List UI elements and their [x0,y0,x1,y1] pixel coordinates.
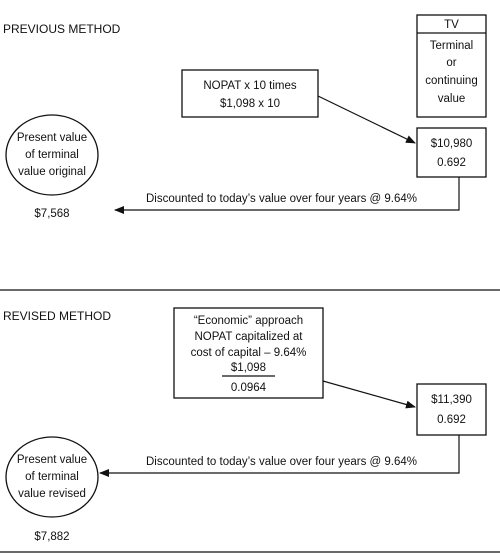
pv-circle-line: Present value [17,454,87,466]
tv-box-line: or [446,57,456,69]
previous-value-amount: $10,980 [431,138,473,150]
previous-discount-arrow [114,177,460,214]
tv-box-line: continuing [425,75,477,87]
tv-box-header: TV [444,19,459,31]
pv-amount-original: $7,568 [34,208,69,220]
revised-discount-factor: 0.692 [437,414,466,426]
economic-box-line: NOPAT capitalized at [194,331,303,343]
nopat-to-value-arrow [317,95,416,144]
pv-amount-revised: $7,882 [34,531,69,543]
economic-box-line: “Economic” approach [194,315,303,327]
nopat-box: NOPAT x 10 times $1,098 x 10 [181,69,319,118]
pv-circle-line: of terminal [25,471,79,483]
nopat-box-line: $1,098 x 10 [220,98,280,110]
tv-box: TV Terminal or continuing value [416,14,487,118]
revised-value-box: $11,390 0.692 [416,383,487,436]
pv-circle-revised: Present value of terminal value revised [5,436,99,518]
previous-method-heading: PREVIOUS METHOD [3,22,121,36]
revised-value-amount: $11,390 [431,394,472,406]
revised-discount-arrow [99,435,460,477]
economic-box-denominator: 0.0964 [231,382,267,394]
economic-box-line: cost of capital – 9.64% [191,347,307,359]
previous-discount-label: Discounted to today’s value over four ye… [146,193,417,205]
pv-circle-original: Present value of terminal value original [5,114,99,196]
tv-box-line: Terminal [430,40,473,52]
previous-value-box: $10,980 0.692 [416,127,487,178]
nopat-box-line: NOPAT x 10 times [203,80,297,92]
pv-circle-line: value original [18,166,86,178]
revised-discount-label: Discounted to today’s value over four ye… [146,456,417,468]
pv-circle-line: Present value [17,132,87,144]
economic-box-numerator: $1,098 [231,362,266,374]
revised-method-heading: REVISED METHOD [3,309,111,323]
tv-box-line: value [438,93,466,105]
pv-circle-line: value revised [18,488,86,500]
pv-circle-line: of terminal [25,149,79,161]
economic-approach-box: “Economic” approach NOPAT capitalized at… [173,307,324,399]
previous-discount-factor: 0.692 [437,157,466,169]
economic-to-value-arrow [322,380,416,409]
